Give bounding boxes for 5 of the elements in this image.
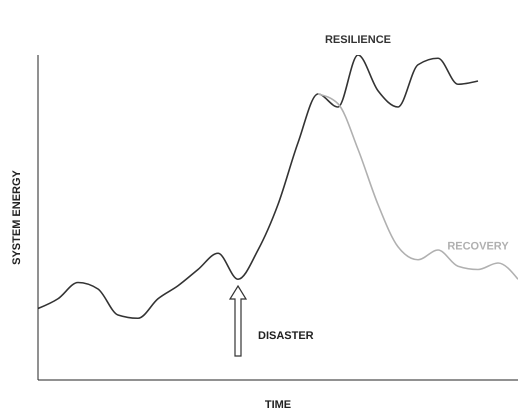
annotation: DISASTER xyxy=(258,330,314,342)
y-axis-title: SYSTEM ENERGY xyxy=(10,169,23,265)
series-label: RECOVERY xyxy=(447,240,510,252)
series-label: RESILIENCE xyxy=(324,34,392,46)
x-axis-title: TIME xyxy=(264,399,292,411)
